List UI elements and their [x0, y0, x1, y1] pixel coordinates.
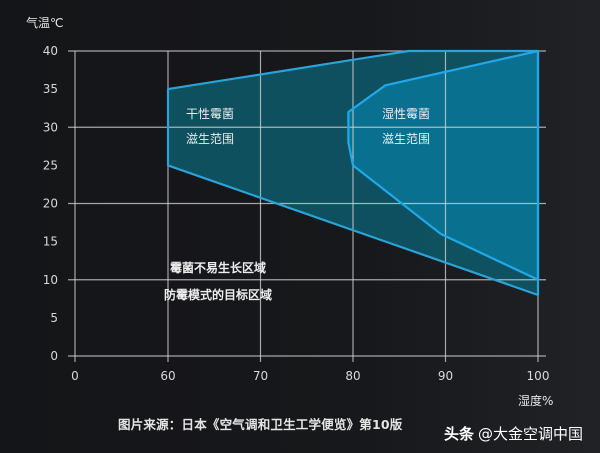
region-label: 滋生范围: [382, 132, 430, 146]
x-axis-ticks: 0 60 70 80 90 100: [71, 369, 549, 383]
x-tick-label: 60: [160, 369, 175, 383]
x-tick-label: 0: [71, 369, 79, 383]
y-tick-label: 10: [43, 273, 58, 287]
watermark: 头条 @大金空调中国: [444, 423, 583, 444]
region-outline-1: [347, 49, 540, 281]
y-axis-ticks: 0 5 10 15 20 25 30 35 40: [43, 44, 58, 363]
y-axis-label: 气温℃: [26, 15, 63, 30]
region-label: 干性霉菌: [186, 107, 234, 121]
annotation-text: 霉菌不易生长区域: [170, 260, 266, 275]
region-fill-1: [348, 51, 538, 280]
x-tick-label: 100: [527, 369, 550, 383]
region-label: 湿性霉菌: [382, 106, 430, 121]
y-tick-label: 0: [50, 349, 58, 363]
y-tick-label: 5: [50, 311, 58, 325]
watermark-brand: 头条: [444, 425, 475, 443]
x-tick-label: 80: [345, 369, 360, 383]
y-tick-label: 20: [43, 197, 58, 211]
x-tick-label: 90: [438, 369, 453, 383]
region-label: 滋生范围: [186, 132, 234, 146]
y-tick-label: 25: [43, 158, 58, 172]
x-axis-label: 湿度%: [518, 393, 553, 408]
y-tick-label: 40: [43, 44, 58, 58]
y-tick-label: 15: [43, 235, 58, 249]
y-tick-label: 35: [43, 82, 58, 96]
x-tick-label: 70: [253, 369, 268, 383]
annotation-text: 防霉模式的目标区域: [164, 287, 272, 302]
source-caption: 图片来源：日本《空气调和卫生工学便览》第10版: [118, 417, 403, 432]
watermark-account: @大金空调中国: [478, 425, 584, 443]
y-tick-label: 30: [43, 120, 58, 134]
region-outlines: [166, 49, 540, 297]
